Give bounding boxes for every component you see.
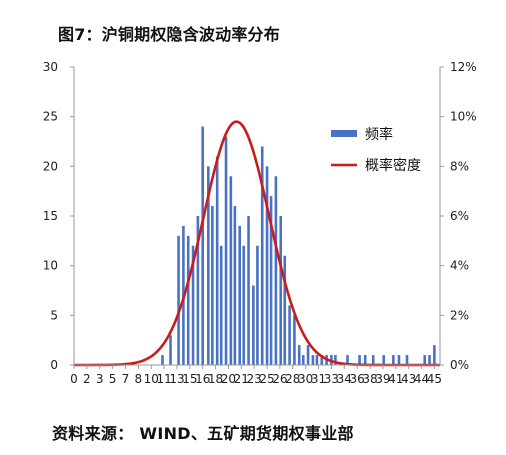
x-tick-label: 5 xyxy=(109,372,117,386)
frequency-bar xyxy=(274,176,278,365)
y-right-tick-label: 8% xyxy=(450,159,469,173)
frequency-bar xyxy=(311,355,315,365)
x-tick-label: 13 xyxy=(169,372,184,386)
frequency-bar xyxy=(252,285,255,365)
x-tick-label: 44 xyxy=(414,372,429,386)
frequency-bar xyxy=(233,206,237,365)
frequency-bar xyxy=(242,245,246,365)
frequency-bar xyxy=(423,355,427,365)
frequency-bar xyxy=(256,245,259,365)
legend-bars-swatch xyxy=(331,130,357,137)
x-tick-label: 21 xyxy=(234,372,249,386)
x-tick-label: 45 xyxy=(427,372,442,386)
frequency-bar xyxy=(334,355,337,365)
y-left-tick-label: 5 xyxy=(50,308,58,322)
frequency-bar xyxy=(219,245,223,365)
frequency-bar xyxy=(288,305,291,365)
x-tick-label: 23 xyxy=(247,372,262,386)
x-tick-label: 3 xyxy=(96,372,104,386)
frequency-bar xyxy=(224,136,228,365)
x-tick-label: 33 xyxy=(324,372,339,386)
frequency-bar xyxy=(269,196,273,365)
x-tick-label: 8 xyxy=(135,372,143,386)
x-tick-label: 2 xyxy=(83,372,91,386)
y-right-tick-label: 0% xyxy=(450,358,469,372)
frequency-bar xyxy=(279,216,283,365)
x-tick-label: 10 xyxy=(144,372,159,386)
x-tick-label: 20 xyxy=(221,372,236,386)
frequency-bar xyxy=(405,355,409,365)
frequency-bar xyxy=(320,355,324,365)
y-right-tick-label: 6% xyxy=(450,209,469,223)
x-tick-label: 7 xyxy=(122,372,130,386)
frequency-bar xyxy=(301,355,305,365)
source-note: 资料来源： WIND、五矿期货期权事业部 xyxy=(52,424,354,443)
y-left-tick-label: 30 xyxy=(43,60,58,74)
x-tick-label: 28 xyxy=(285,372,300,386)
frequency-bar xyxy=(392,355,395,365)
x-tick-label: 39 xyxy=(375,372,390,386)
frequency-bar xyxy=(186,235,190,365)
y-right-tick-label: 2% xyxy=(450,308,469,322)
frequency-bar xyxy=(397,355,401,365)
y-left-tick-label: 20 xyxy=(43,159,58,173)
frequency-bar xyxy=(363,355,367,365)
frequency-bar xyxy=(215,156,219,365)
chart-title: 图7：沪铜期权隐含波动率分布 xyxy=(58,25,280,44)
y-right-tick-label: 4% xyxy=(450,259,469,273)
frequency-bar xyxy=(229,176,233,365)
frequency-bar xyxy=(201,126,205,365)
y-right-tick-label: 12% xyxy=(450,60,477,74)
frequency-bar xyxy=(260,146,264,365)
y-left-tick-label: 0 xyxy=(50,358,58,372)
frequency-bar xyxy=(433,345,436,365)
frequency-bar xyxy=(247,216,250,365)
frequency-bar xyxy=(283,255,287,365)
frequency-bar xyxy=(297,345,301,365)
y-left-tick-label: 25 xyxy=(43,110,58,124)
frequency-bar xyxy=(358,355,361,365)
x-tick-label: 43 xyxy=(401,372,416,386)
x-tick-label: 0 xyxy=(70,372,78,386)
frequency-bar xyxy=(315,355,319,365)
x-tick-label: 11 xyxy=(156,372,171,386)
x-tick-label: 36 xyxy=(350,372,365,386)
x-tick-label: 41 xyxy=(388,372,403,386)
frequency-bar xyxy=(382,355,385,365)
frequency-bar xyxy=(371,355,375,365)
x-tick-label: 38 xyxy=(362,372,377,386)
frequency-bar xyxy=(177,235,180,365)
frequency-bar xyxy=(211,206,214,365)
frequency-bar xyxy=(238,225,242,365)
frequency-bar xyxy=(161,355,164,365)
x-tick-label: 15 xyxy=(182,372,197,386)
x-tick-label: 25 xyxy=(259,372,274,386)
y-left-tick-label: 15 xyxy=(43,209,58,223)
legend-line-label: 概率密度 xyxy=(365,157,421,174)
x-tick-label: 16 xyxy=(195,372,210,386)
frequency-bar xyxy=(169,335,172,365)
y-left-tick-label: 10 xyxy=(43,259,58,273)
frequency-bar xyxy=(293,315,296,365)
x-tick-label: 34 xyxy=(337,372,352,386)
frequency-bar xyxy=(207,166,210,365)
frequency-bar xyxy=(306,345,310,365)
frequency-bar xyxy=(428,355,431,365)
legend-bars-label: 频率 xyxy=(365,126,393,143)
y-right-tick-label: 10% xyxy=(450,110,477,124)
frequency-bar xyxy=(196,216,200,365)
x-tick-label: 18 xyxy=(208,372,223,386)
frequency-bar xyxy=(191,245,195,365)
x-tick-label: 31 xyxy=(311,372,326,386)
frequency-bar xyxy=(346,355,349,365)
x-tick-label: 30 xyxy=(298,372,313,386)
frequency-bar xyxy=(265,166,269,365)
x-tick-label: 26 xyxy=(272,372,287,386)
